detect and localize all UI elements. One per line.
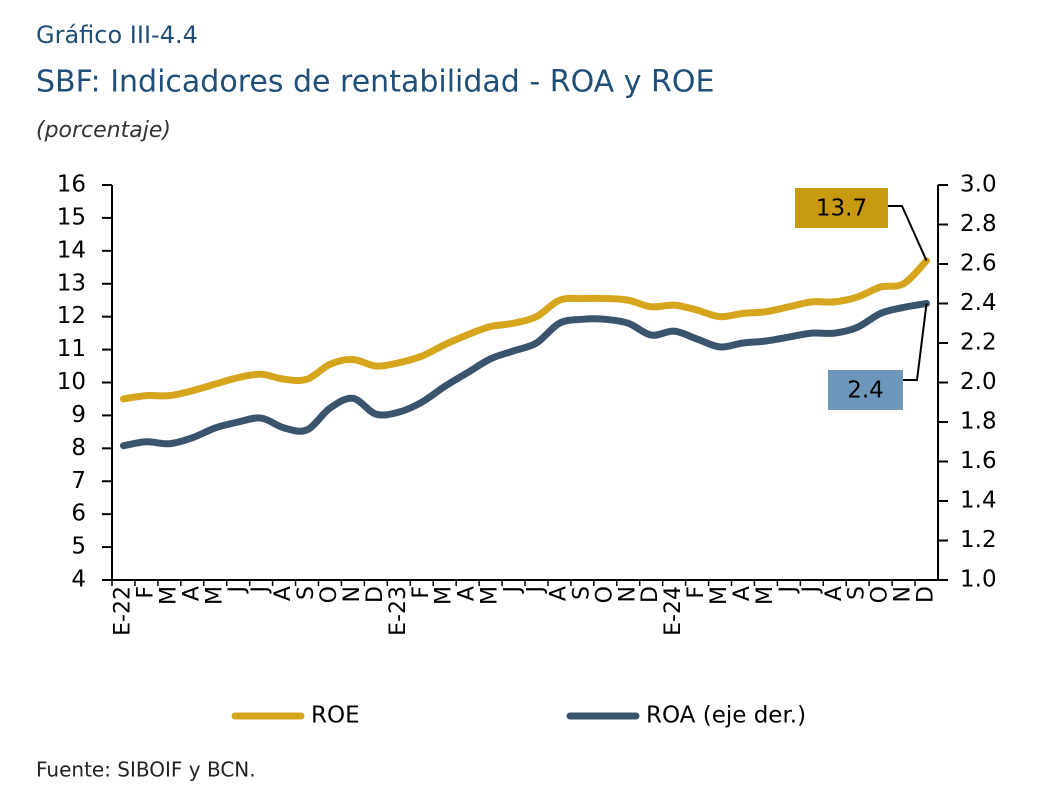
- x-tick-label: F: [684, 586, 709, 599]
- x-tick-label: J: [501, 586, 526, 595]
- x-tick-label: O: [317, 586, 342, 603]
- chart-title: SBF: Indicadores de rentabilidad - ROA y…: [36, 65, 714, 100]
- y-tick-label: 14: [57, 237, 86, 263]
- value-label: 2.4: [847, 378, 884, 404]
- y2-tick-label: 1.4: [960, 488, 997, 514]
- y-tick-label: 11: [57, 336, 86, 362]
- y-tick-label: 12: [57, 303, 86, 329]
- x-tick-label: O: [868, 586, 893, 603]
- x-tick-label: E-24: [661, 586, 686, 636]
- source: Fuente: SIBOIF y BCN.: [36, 758, 256, 782]
- x-tick-label: J: [523, 586, 548, 595]
- x-tick-label: J: [799, 586, 824, 595]
- x-tick-label: S: [294, 586, 319, 600]
- y-tick-label: 13: [57, 270, 86, 296]
- y-tick-label: 7: [71, 468, 86, 494]
- x-tick-label: S: [845, 586, 870, 600]
- leader-line: [903, 303, 928, 381]
- x-tick-label: A: [546, 586, 571, 601]
- x-tick-label: D: [363, 586, 388, 603]
- legend-label: ROE: [311, 703, 360, 729]
- line-series: [119, 300, 931, 450]
- y2-tick-label: 1.8: [960, 409, 997, 435]
- x-tick-label: M: [478, 586, 503, 605]
- y2-tick-label: 2.2: [960, 330, 997, 356]
- x-tick-label: O: [592, 586, 617, 603]
- y-tick-label: 16: [57, 172, 86, 198]
- y2-tick-label: 1.0: [960, 567, 997, 593]
- y-tick-label: 15: [57, 204, 86, 230]
- y2-tick-label: 2.4: [960, 290, 997, 316]
- y2-tick-label: 2.8: [960, 211, 997, 237]
- legend-label: ROA (eje der.): [646, 703, 806, 729]
- x-tick-label: A: [179, 586, 204, 601]
- x-tick-label: E-22: [110, 586, 135, 636]
- x-tick-label: M: [432, 586, 457, 605]
- y-tick-label: 8: [71, 435, 86, 461]
- leader-line: [888, 205, 928, 262]
- value-label: 13.7: [816, 196, 867, 222]
- x-tick-label: A: [271, 586, 296, 601]
- x-tick-label: N: [891, 586, 916, 602]
- x-tick-label: N: [615, 586, 640, 602]
- y-tick-label: 9: [71, 402, 86, 428]
- y-tick-label: 4: [71, 567, 86, 593]
- x-tick-label: J: [225, 586, 250, 595]
- x-tick-label: N: [340, 586, 365, 602]
- x-tick-label: F: [133, 586, 158, 599]
- x-tick-label: F: [409, 586, 434, 599]
- x-tick-label: A: [822, 586, 847, 601]
- x-tick-label: M: [707, 586, 732, 605]
- x-tick-label: M: [156, 586, 181, 605]
- chart-subtitle: (porcentaje): [36, 118, 171, 143]
- x-tick-label: A: [730, 586, 755, 601]
- y2-tick-label: 1.2: [960, 527, 997, 553]
- y2-tick-label: 3.0: [960, 172, 997, 198]
- y2-tick-label: 2.0: [960, 369, 997, 395]
- y2-tick-label: 1.6: [960, 448, 997, 474]
- x-tick-label: S: [569, 586, 594, 600]
- line-series: [119, 257, 931, 403]
- y-tick-label: 10: [57, 369, 86, 395]
- y2-tick-label: 2.6: [960, 251, 997, 277]
- x-tick-label: J: [776, 586, 801, 595]
- value-label-box: [828, 370, 903, 410]
- x-tick-label: A: [455, 586, 480, 601]
- x-tick-label: J: [248, 586, 273, 595]
- y-tick-label: 6: [71, 501, 86, 527]
- x-tick-label: D: [638, 586, 663, 603]
- value-label-box: [795, 188, 888, 228]
- y-tick-label: 5: [71, 534, 86, 560]
- x-tick-label: E-23: [386, 586, 411, 636]
- x-tick-label: D: [914, 586, 939, 603]
- x-tick-label: M: [202, 586, 227, 605]
- chart-pretitle: Gráfico III-4.4: [36, 21, 198, 49]
- x-tick-label: M: [753, 586, 778, 605]
